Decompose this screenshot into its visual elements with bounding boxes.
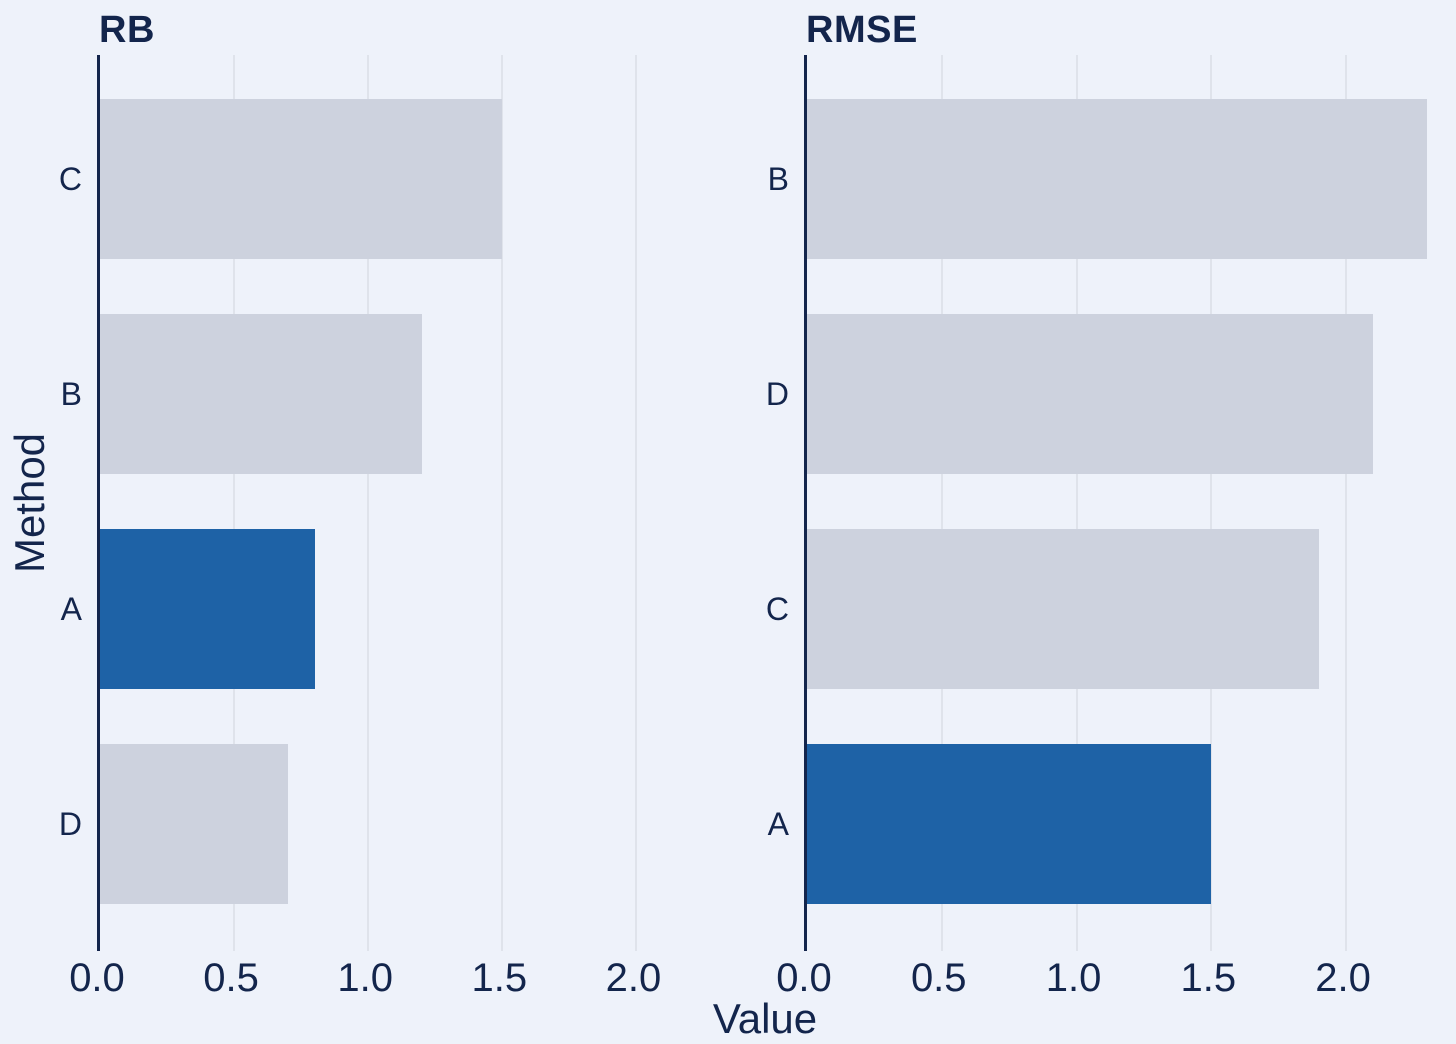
x-tick-label: 0.5 <box>203 956 259 1000</box>
category-label-a: A <box>60 590 82 627</box>
gridline <box>635 55 638 951</box>
bar-b <box>100 314 422 475</box>
gridline <box>1075 55 1078 951</box>
plot-area-rb <box>97 55 725 951</box>
panel-title-rb: RB <box>99 9 155 51</box>
x-tick-label: 1.0 <box>1045 956 1102 1000</box>
x-tick-label: 2.0 <box>605 956 662 1000</box>
x-axis-label: Value <box>712 995 818 1042</box>
category-label-a: A <box>767 805 789 842</box>
bar-d <box>807 314 1373 475</box>
x-tick-label: 2.0 <box>1315 956 1371 1000</box>
bar-a <box>100 528 315 689</box>
bar-c <box>100 99 503 260</box>
category-label-b: B <box>60 376 82 413</box>
x-tick-label: 1.0 <box>337 956 394 1000</box>
category-label-b: B <box>767 161 789 198</box>
category-label-d: D <box>765 376 789 413</box>
plot-area-rmse <box>804 55 1435 951</box>
gridline <box>1345 55 1348 951</box>
gridline <box>367 55 370 951</box>
category-label-d: D <box>58 805 82 842</box>
panel-title-rmse: RMSE <box>806 9 918 51</box>
category-label-c: C <box>58 161 82 198</box>
x-tick-label: 1.5 <box>471 956 528 1000</box>
bar-a <box>807 743 1212 904</box>
bar-c <box>807 528 1320 689</box>
bar-d <box>100 743 288 904</box>
gridline <box>940 55 943 951</box>
category-label-c: C <box>765 590 789 627</box>
gridline <box>501 55 504 951</box>
x-tick-label: 0.0 <box>776 956 832 1000</box>
x-tick-label: 0.0 <box>69 956 125 1000</box>
bar-b <box>807 99 1427 260</box>
x-tick-label: 0.5 <box>910 956 967 1000</box>
gridline <box>233 55 236 951</box>
gridline <box>1210 55 1213 951</box>
x-tick-label: 1.5 <box>1180 956 1237 1000</box>
